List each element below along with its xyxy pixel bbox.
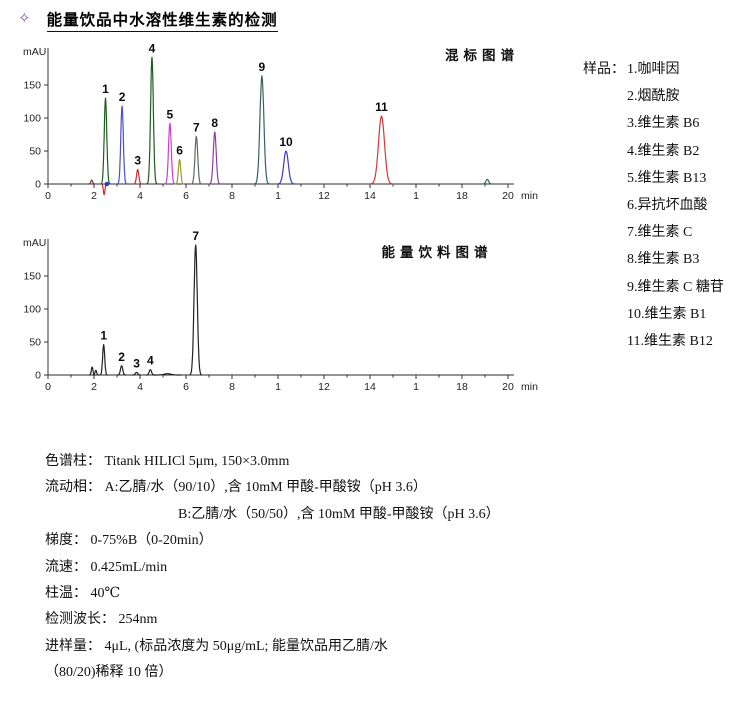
sample-item: 2.烟酰胺 xyxy=(627,89,680,105)
sample-item: 11.维生素 B12 xyxy=(627,333,713,349)
svg-text:6: 6 xyxy=(183,381,189,393)
svg-text:20: 20 xyxy=(502,190,514,202)
svg-text:6: 6 xyxy=(183,190,189,202)
svg-text:50: 50 xyxy=(29,337,41,349)
sample-item: 8.维生素 B3 xyxy=(627,252,700,268)
svg-text:1: 1 xyxy=(102,82,109,96)
svg-text:1: 1 xyxy=(413,381,419,393)
svg-text:2: 2 xyxy=(118,350,125,364)
condition-line: 进样量： 4μL, (标品浓度为 50μg/mL; 能量饮品用乙腈/水 xyxy=(45,638,388,654)
svg-text:min: min xyxy=(521,190,538,202)
svg-text:20: 20 xyxy=(502,381,514,393)
condition-line: 流速： 0.425mL/min xyxy=(45,559,168,575)
document-header: ✧ 能量饮品中水溶性维生素的检测 xyxy=(18,8,278,32)
condition-line: 柱温： 40℃ xyxy=(45,585,121,601)
svg-text:150: 150 xyxy=(23,80,41,92)
svg-text:mAU: mAU xyxy=(23,237,46,249)
sample-item: 7.维生素 C xyxy=(627,225,693,241)
svg-text:能量饮料图谱: 能量饮料图谱 xyxy=(382,244,493,260)
svg-text:18: 18 xyxy=(456,190,468,202)
svg-text:2: 2 xyxy=(91,190,97,202)
svg-text:100: 100 xyxy=(23,113,41,125)
svg-text:6: 6 xyxy=(176,144,183,158)
diamond-bullet-icon: ✧ xyxy=(18,9,31,27)
svg-text:2: 2 xyxy=(91,381,97,393)
svg-text:14: 14 xyxy=(364,190,376,202)
condition-line: 流动相： A:乙腈/水（90/10）,含 10mM 甲酸-甲酸铵（pH 3.6） xyxy=(45,480,427,496)
svg-text:3: 3 xyxy=(133,356,140,370)
svg-text:0: 0 xyxy=(35,370,41,382)
sample-item: 4.维生素 B2 xyxy=(627,143,700,159)
svg-text:9: 9 xyxy=(259,60,266,74)
svg-text:14: 14 xyxy=(364,381,376,393)
sample-legend: 样品： 1.咖啡因 2.烟酰胺 3.维生素 B6 4.维生素 B2 5.维生素 B13… xyxy=(583,56,724,355)
svg-text:1: 1 xyxy=(275,381,281,393)
condition-line: 检测波长： 254nm xyxy=(45,612,158,628)
svg-text:4: 4 xyxy=(137,190,143,202)
condition-line: B:乙腈/水（50/50）,含 10mM 甲酸-甲酸铵（pH 3.6） xyxy=(178,506,500,522)
svg-text:10: 10 xyxy=(279,135,293,149)
method-conditions: 色谱柱： Titank HILICl 5μm, 150×3.0mm 流动相： A:… xyxy=(45,449,500,687)
svg-text:1: 1 xyxy=(100,329,107,343)
svg-text:100: 100 xyxy=(23,304,41,316)
svg-text:min: min xyxy=(521,381,538,393)
svg-text:4: 4 xyxy=(137,381,143,393)
svg-text:8: 8 xyxy=(229,381,235,393)
svg-text:4: 4 xyxy=(147,354,154,368)
svg-text:0: 0 xyxy=(35,179,41,191)
sample-item: 10.维生素 B1 xyxy=(627,306,707,322)
svg-text:1: 1 xyxy=(413,190,419,202)
condition-line: （80/20)稀释 10 倍） xyxy=(45,665,173,681)
svg-text:18: 18 xyxy=(456,381,468,393)
svg-text:8: 8 xyxy=(211,116,218,130)
svg-text:混标图谱: 混标图谱 xyxy=(445,47,519,63)
svg-text:4: 4 xyxy=(149,41,156,55)
sample-item: 6.异抗坏血酸 xyxy=(627,197,708,213)
svg-text:150: 150 xyxy=(23,271,41,283)
svg-text:8: 8 xyxy=(229,190,235,202)
svg-text:2: 2 xyxy=(119,90,126,104)
svg-text:12: 12 xyxy=(318,381,330,393)
svg-text:5: 5 xyxy=(167,107,174,121)
svg-text:50: 50 xyxy=(29,146,41,158)
svg-text:0: 0 xyxy=(45,190,51,202)
svg-text:12: 12 xyxy=(318,190,330,202)
svg-text:3: 3 xyxy=(134,153,141,167)
condition-line: 色谱柱： Titank HILICl 5μm, 150×3.0mm xyxy=(45,454,290,469)
sample-item: 9.维生素 C 糖苷 xyxy=(627,279,724,295)
svg-text:7: 7 xyxy=(193,120,200,134)
sample-item: 5.维生素 B13 xyxy=(627,170,707,186)
svg-text:7: 7 xyxy=(192,229,199,243)
svg-text:mAU: mAU xyxy=(23,46,46,58)
svg-text:11: 11 xyxy=(375,100,388,114)
page-title: 能量饮品中水溶性维生素的检测 xyxy=(46,8,278,32)
condition-line: 梯度： 0-75%B（0-20min） xyxy=(45,533,213,549)
sample-item: 1.咖啡因 xyxy=(627,62,680,77)
svg-text:0: 0 xyxy=(45,381,51,393)
sample-legend-label: 样品： xyxy=(583,62,625,77)
sample-item-list: 2.烟酰胺 3.维生素 B6 4.维生素 B2 5.维生素 B13 6.异抗坏血酸 7.维… xyxy=(627,83,724,355)
sample-item: 3.维生素 B6 xyxy=(627,116,700,132)
svg-text:1: 1 xyxy=(275,190,281,202)
